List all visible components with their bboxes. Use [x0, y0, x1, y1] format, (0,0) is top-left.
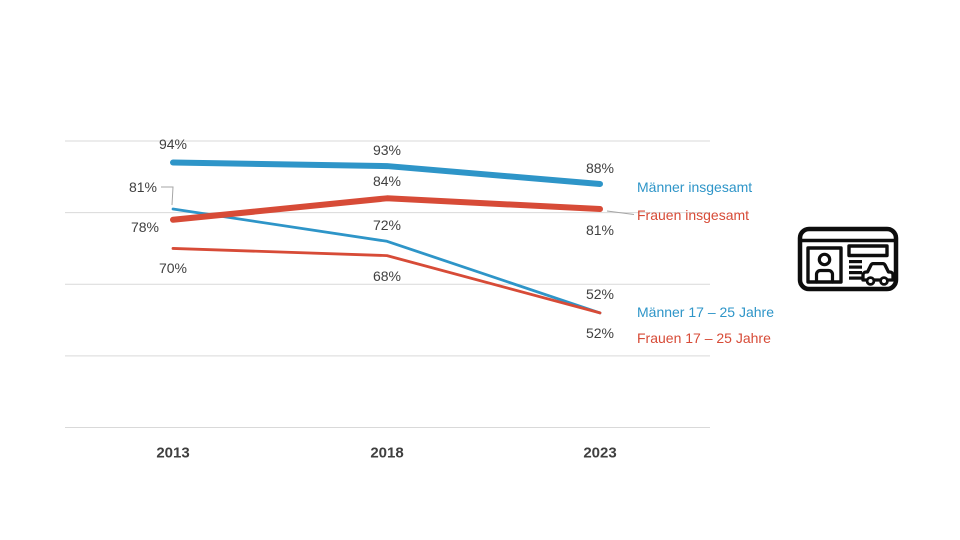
- series-line-frauen-insgesamt: [170, 195, 603, 223]
- person-torso: [814, 268, 835, 284]
- data-label-frauen-insgesamt-2013: 78%: [130, 218, 160, 235]
- series-line-maenner-17-25: [171, 207, 602, 315]
- data-label-maenner-insgesamt-2018: 93%: [372, 142, 402, 159]
- legend-leader-line: [606, 210, 635, 216]
- series-line-frauen-17-25: [171, 247, 602, 315]
- name-bar: [847, 244, 889, 258]
- text-lines: [849, 260, 862, 280]
- drivers-license-icon: [797, 226, 899, 292]
- data-label-frauen-insgesamt-2023: 81%: [585, 222, 615, 239]
- car-wheel-left: [865, 276, 876, 286]
- x-axis-label-2023: 2023: [583, 444, 617, 462]
- data-label-maenner-17-25-2018: 72%: [372, 217, 402, 234]
- legend-maenner-17-25: Männer 17 – 25 Jahre: [637, 303, 774, 320]
- car-wheel-right: [879, 276, 889, 286]
- data-label-frauen-17-25-2018: 68%: [372, 267, 402, 284]
- photo-frame: [806, 246, 843, 284]
- data-label-frauen-17-25-2013: 70%: [158, 260, 188, 277]
- legend-maenner-insgesamt: Männer insgesamt: [637, 178, 753, 195]
- data-label-maenner-insgesamt-2013: 94%: [158, 135, 188, 152]
- card-outline: [797, 226, 899, 292]
- gridlines: [65, 140, 710, 428]
- legend-frauen-insgesamt: Frauen insgesamt: [637, 207, 750, 224]
- x-axis-label-2013: 2013: [156, 444, 190, 462]
- legend-frauen-17-25: Frauen 17 – 25 Jahre: [637, 329, 771, 346]
- data-label-maenner-17-25-2013: 81%: [128, 179, 158, 196]
- leader-lines: [161, 186, 635, 216]
- data-label-maenner-insgesamt-2023: 88%: [585, 159, 615, 176]
- x-axis-label-2018: 2018: [370, 444, 404, 462]
- person-head: [817, 252, 832, 267]
- label-leader-line: [161, 186, 174, 206]
- data-label-frauen-insgesamt-2018: 84%: [372, 173, 402, 190]
- car-icon: [861, 261, 895, 282]
- data-label-maenner-17-25-2023: 52%: [585, 285, 615, 302]
- data-label-frauen-17-25-2023: 52%: [585, 324, 615, 341]
- series-line-maenner-insgesamt: [170, 159, 603, 187]
